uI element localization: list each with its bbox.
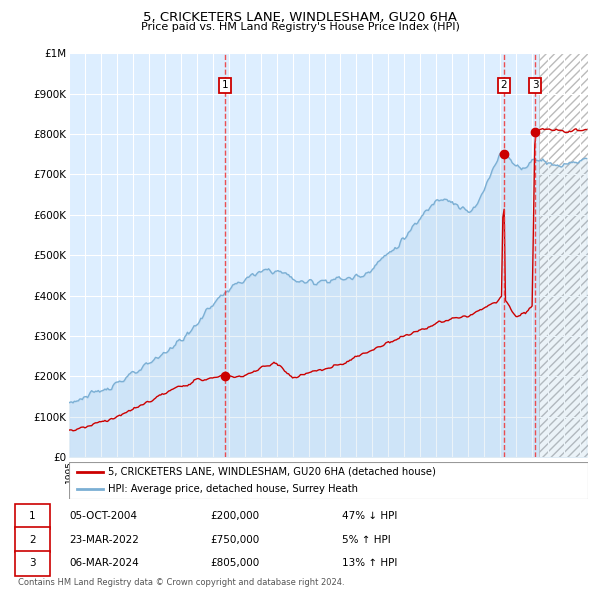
Bar — [539, 53, 588, 457]
Text: 2: 2 — [500, 80, 507, 90]
Text: 1: 1 — [221, 80, 228, 90]
Text: 5, CRICKETERS LANE, WINDLESHAM, GU20 6HA: 5, CRICKETERS LANE, WINDLESHAM, GU20 6HA — [143, 11, 457, 24]
Text: £750,000: £750,000 — [210, 535, 259, 545]
Text: 06-MAR-2024: 06-MAR-2024 — [69, 559, 139, 568]
Text: Contains HM Land Registry data © Crown copyright and database right 2024.: Contains HM Land Registry data © Crown c… — [18, 578, 344, 587]
Text: 1: 1 — [29, 512, 36, 521]
Text: 2: 2 — [29, 535, 36, 545]
Text: 47% ↓ HPI: 47% ↓ HPI — [342, 512, 397, 521]
Text: £805,000: £805,000 — [210, 559, 259, 568]
Text: HPI: Average price, detached house, Surrey Heath: HPI: Average price, detached house, Surr… — [108, 484, 358, 494]
FancyBboxPatch shape — [69, 462, 588, 499]
Text: 13% ↑ HPI: 13% ↑ HPI — [342, 559, 397, 568]
Bar — [539, 53, 588, 457]
Text: £200,000: £200,000 — [210, 512, 259, 521]
Text: 05-OCT-2004: 05-OCT-2004 — [69, 512, 137, 521]
Text: 5, CRICKETERS LANE, WINDLESHAM, GU20 6HA (detached house): 5, CRICKETERS LANE, WINDLESHAM, GU20 6HA… — [108, 467, 436, 477]
Text: 5% ↑ HPI: 5% ↑ HPI — [342, 535, 391, 545]
Text: 23-MAR-2022: 23-MAR-2022 — [69, 535, 139, 545]
Text: 3: 3 — [29, 559, 36, 568]
Text: 3: 3 — [532, 80, 538, 90]
Text: Price paid vs. HM Land Registry's House Price Index (HPI): Price paid vs. HM Land Registry's House … — [140, 22, 460, 32]
